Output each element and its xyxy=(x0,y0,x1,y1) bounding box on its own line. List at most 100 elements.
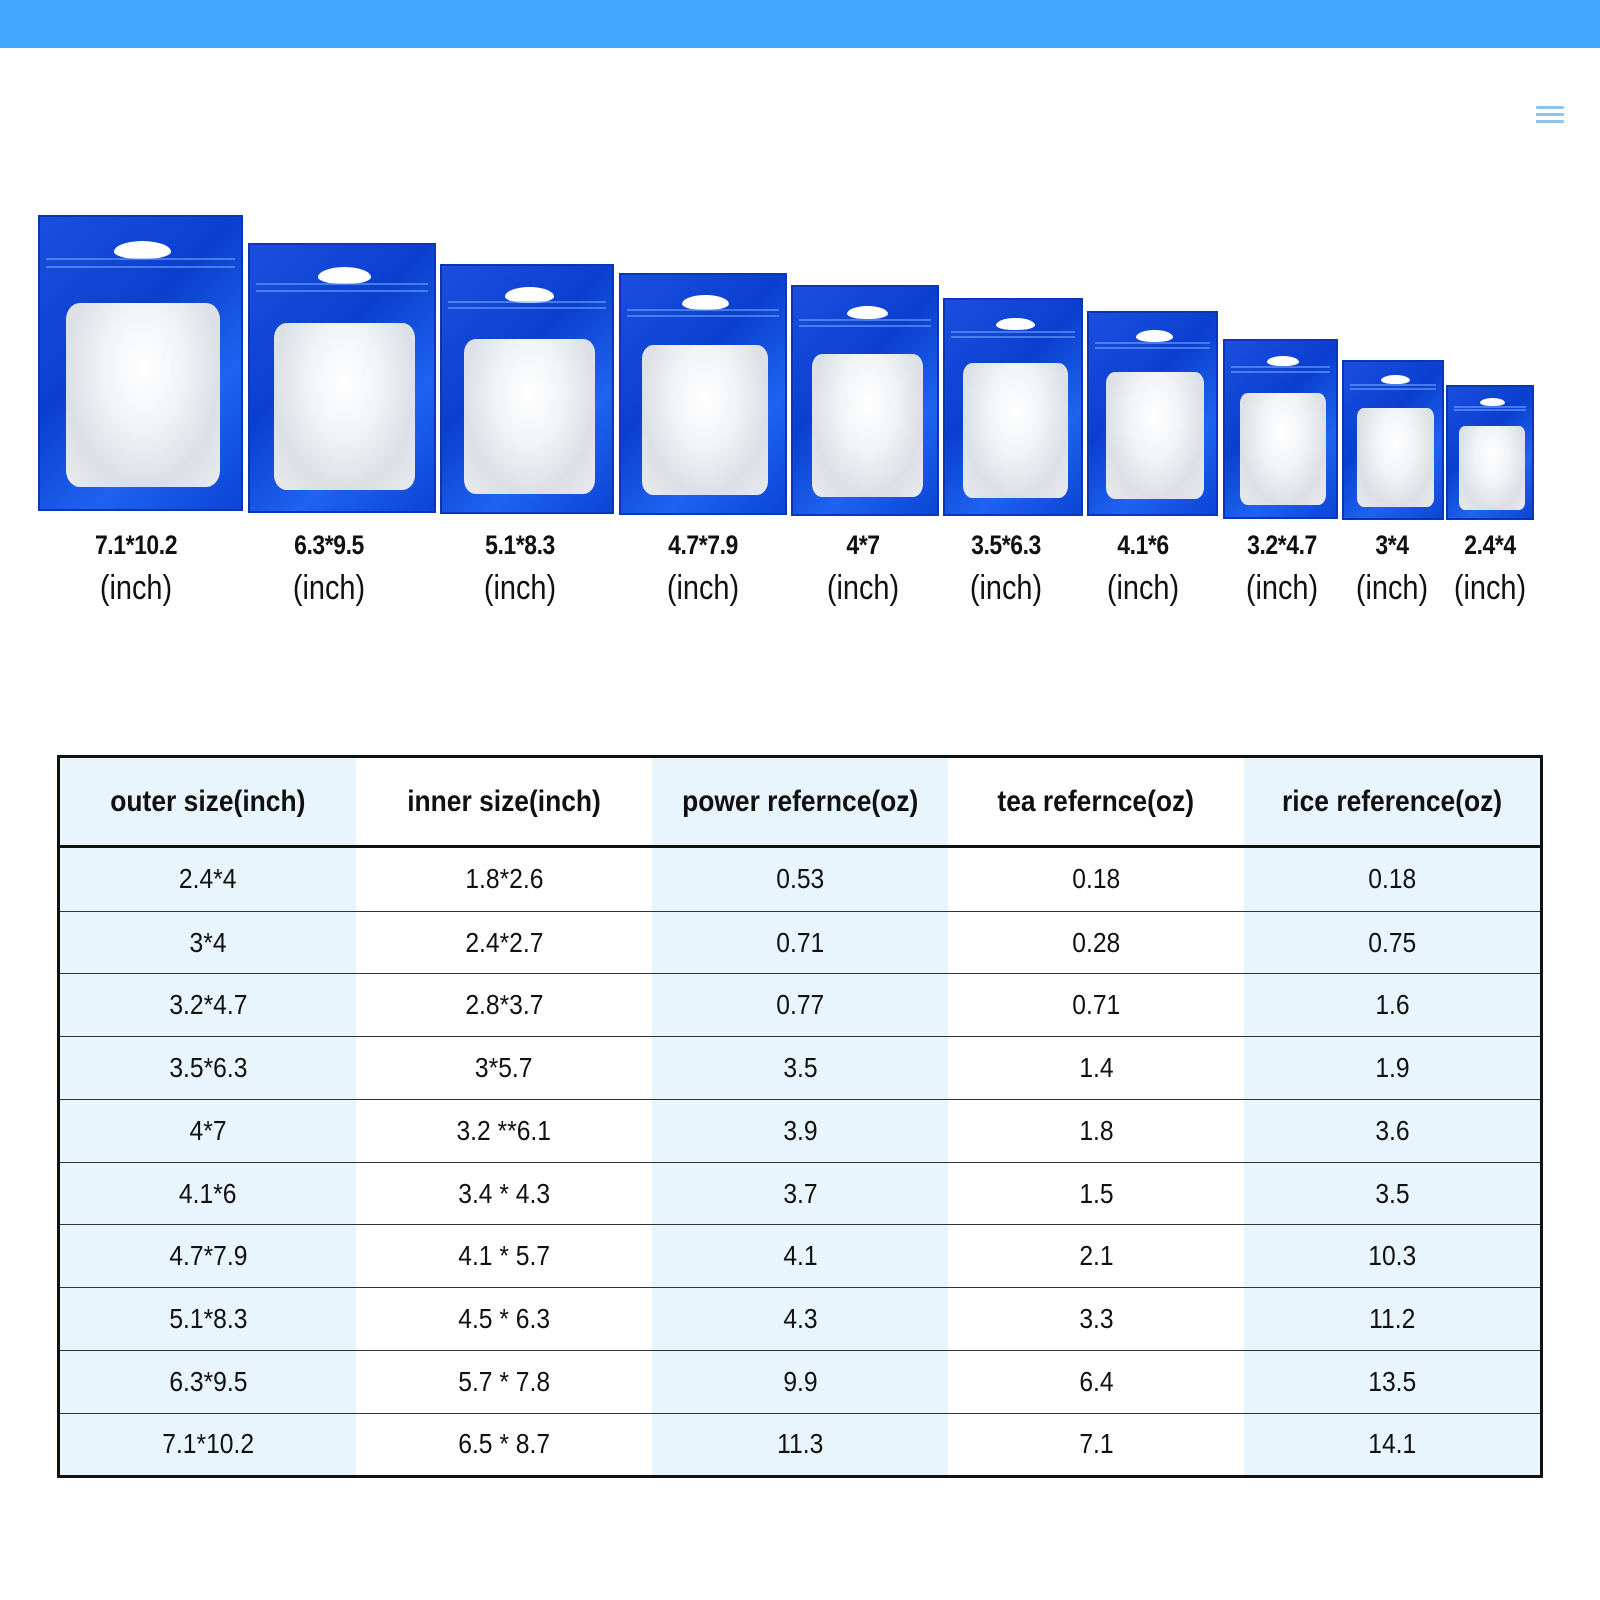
table-cell: 0.75 xyxy=(1244,911,1540,975)
bag-size: 4*7 xyxy=(846,530,880,560)
table-cell: 3.9 xyxy=(652,1099,948,1163)
table-cell: 1.8*2.6 xyxy=(356,846,652,912)
bag-image xyxy=(248,243,436,513)
bag-image xyxy=(791,285,939,516)
bag-size: 5.1*8.3 xyxy=(485,530,555,560)
table-row: 4*7 3.2 **6.1 3.9 1.8 3.6 xyxy=(60,1099,1540,1163)
table-cell: 3.2 **6.1 xyxy=(356,1099,652,1163)
table-cell: 2.1 xyxy=(948,1224,1244,1289)
table-cell: 3.6 xyxy=(1244,1099,1540,1163)
bag-size: 6.3*9.5 xyxy=(294,530,364,560)
table-cell: 6.3*9.5 xyxy=(60,1350,356,1414)
table-cell: 6.4 xyxy=(948,1350,1244,1414)
bag-image xyxy=(619,273,787,515)
table-row: 4.7*7.9 4.1 * 5.7 4.1 2.1 10.3 xyxy=(60,1224,1540,1289)
bag-label: 3.5*6.3 (inch) xyxy=(936,530,1076,610)
table-cell: 0.71 xyxy=(652,911,948,975)
bag-label: 3*4 (inch) xyxy=(1322,530,1462,610)
bag-image xyxy=(38,215,243,511)
table-cell: 1.4 xyxy=(948,1036,1244,1100)
bag-label: 2.4*4 (inch) xyxy=(1420,530,1560,610)
table-cell: 3.2*4.7 xyxy=(60,973,356,1038)
table-header-row: outer size(inch) inner size(inch) power … xyxy=(60,758,1540,848)
table-cell: 4.3 xyxy=(652,1287,948,1351)
table-cell: 6.5 * 8.7 xyxy=(356,1413,652,1475)
table-cell: 9.9 xyxy=(652,1350,948,1414)
table-cell: 4*7 xyxy=(60,1099,356,1163)
table-cell: 13.5 xyxy=(1244,1350,1540,1414)
table-cell: 0.71 xyxy=(948,973,1244,1038)
table-cell: 4.1 * 5.7 xyxy=(356,1224,652,1289)
column-header: power refernce(oz) xyxy=(652,758,948,848)
bag-size: 4.1*6 xyxy=(1117,530,1169,560)
table-row: 2.4*4 1.8*2.6 0.53 0.18 0.18 xyxy=(60,846,1540,912)
hamburger-menu-icon[interactable] xyxy=(1536,104,1564,128)
table-cell: 3.3 xyxy=(948,1287,1244,1351)
table-row: 3.2*4.7 2.8*3.7 0.77 0.71 1.6 xyxy=(60,973,1540,1038)
table-cell: 4.1*6 xyxy=(60,1162,356,1226)
bag-unit: (inch) xyxy=(1453,569,1527,607)
bag-image xyxy=(440,264,614,514)
bag-unit: (inch) xyxy=(1106,569,1180,607)
table-cell: 0.53 xyxy=(652,846,948,912)
table-cell: 2.4*2.7 xyxy=(356,911,652,975)
bag-image xyxy=(1087,311,1218,516)
table-cell: 14.1 xyxy=(1244,1413,1540,1475)
table-cell: 3.5 xyxy=(1244,1162,1540,1226)
bag-unit: (inch) xyxy=(969,569,1043,607)
bag-label: 5.1*8.3 (inch) xyxy=(450,530,590,610)
table-row: 7.1*10.2 6.5 * 8.7 11.3 7.1 14.1 xyxy=(60,1413,1540,1475)
table-cell: 1.6 xyxy=(1244,973,1540,1038)
table-cell: 1.5 xyxy=(948,1162,1244,1226)
table-cell: 0.28 xyxy=(948,911,1244,975)
bag-unit: (inch) xyxy=(483,569,557,607)
table-cell: 3*4 xyxy=(60,911,356,975)
bag-size: 3*4 xyxy=(1375,530,1409,560)
table-row: 5.1*8.3 4.5 * 6.3 4.3 3.3 11.2 xyxy=(60,1287,1540,1351)
bag-label: 4.7*7.9 (inch) xyxy=(633,530,773,610)
table-cell: 11.3 xyxy=(652,1413,948,1475)
bag-unit: (inch) xyxy=(666,569,740,607)
bag-image xyxy=(1223,339,1338,519)
table-cell: 0.18 xyxy=(1244,846,1540,912)
table-cell: 3.5*6.3 xyxy=(60,1036,356,1100)
table-cell: 0.77 xyxy=(652,973,948,1038)
size-reference-table: outer size(inch) inner size(inch) power … xyxy=(57,755,1543,1478)
table-row: 6.3*9.5 5.7 * 7.8 9.9 6.4 13.5 xyxy=(60,1350,1540,1414)
table-cell: 1.9 xyxy=(1244,1036,1540,1100)
bag-image xyxy=(1342,360,1444,520)
table-cell: 10.3 xyxy=(1244,1224,1540,1289)
bag-unit: (inch) xyxy=(1245,569,1319,607)
bag-size-gallery: 7.1*10.2 (inch) 6.3*9.5 (inch) 5.1*8.3 (inc… xyxy=(0,0,1600,680)
table-cell: 0.18 xyxy=(948,846,1244,912)
bag-unit: (inch) xyxy=(826,569,900,607)
table-cell: 1.8 xyxy=(948,1099,1244,1163)
table-cell: 5.1*8.3 xyxy=(60,1287,356,1351)
bag-size: 3.5*6.3 xyxy=(971,530,1041,560)
table-cell: 4.1 xyxy=(652,1224,948,1289)
bag-label: 7.1*10.2 (inch) xyxy=(66,530,206,610)
bag-size: 2.4*4 xyxy=(1464,530,1516,560)
bag-label: 4*7 (inch) xyxy=(793,530,933,610)
bag-label: 3.2*4.7 (inch) xyxy=(1212,530,1352,610)
bag-size: 7.1*10.2 xyxy=(94,530,178,560)
column-header: tea refernce(oz) xyxy=(948,758,1244,848)
top-bar xyxy=(0,0,1600,48)
table-cell: 3.5 xyxy=(652,1036,948,1100)
table-cell: 11.2 xyxy=(1244,1287,1540,1351)
table-cell: 2.4*4 xyxy=(60,846,356,912)
table-row: 3*4 2.4*2.7 0.71 0.28 0.75 xyxy=(60,911,1540,975)
column-header: outer size(inch) xyxy=(60,758,356,848)
bag-unit: (inch) xyxy=(292,569,366,607)
table-cell: 5.7 * 7.8 xyxy=(356,1350,652,1414)
table-row: 4.1*6 3.4 * 4.3 3.7 1.5 3.5 xyxy=(60,1162,1540,1226)
table-cell: 3*5.7 xyxy=(356,1036,652,1100)
bag-size: 3.2*4.7 xyxy=(1247,530,1317,560)
bag-unit: (inch) xyxy=(99,569,173,607)
bag-label: 6.3*9.5 (inch) xyxy=(259,530,399,610)
bag-image xyxy=(1446,385,1534,520)
column-header: rice reference(oz) xyxy=(1244,758,1540,848)
table-cell: 2.8*3.7 xyxy=(356,973,652,1038)
bag-label: 4.1*6 (inch) xyxy=(1073,530,1213,610)
bag-unit: (inch) xyxy=(1355,569,1429,607)
